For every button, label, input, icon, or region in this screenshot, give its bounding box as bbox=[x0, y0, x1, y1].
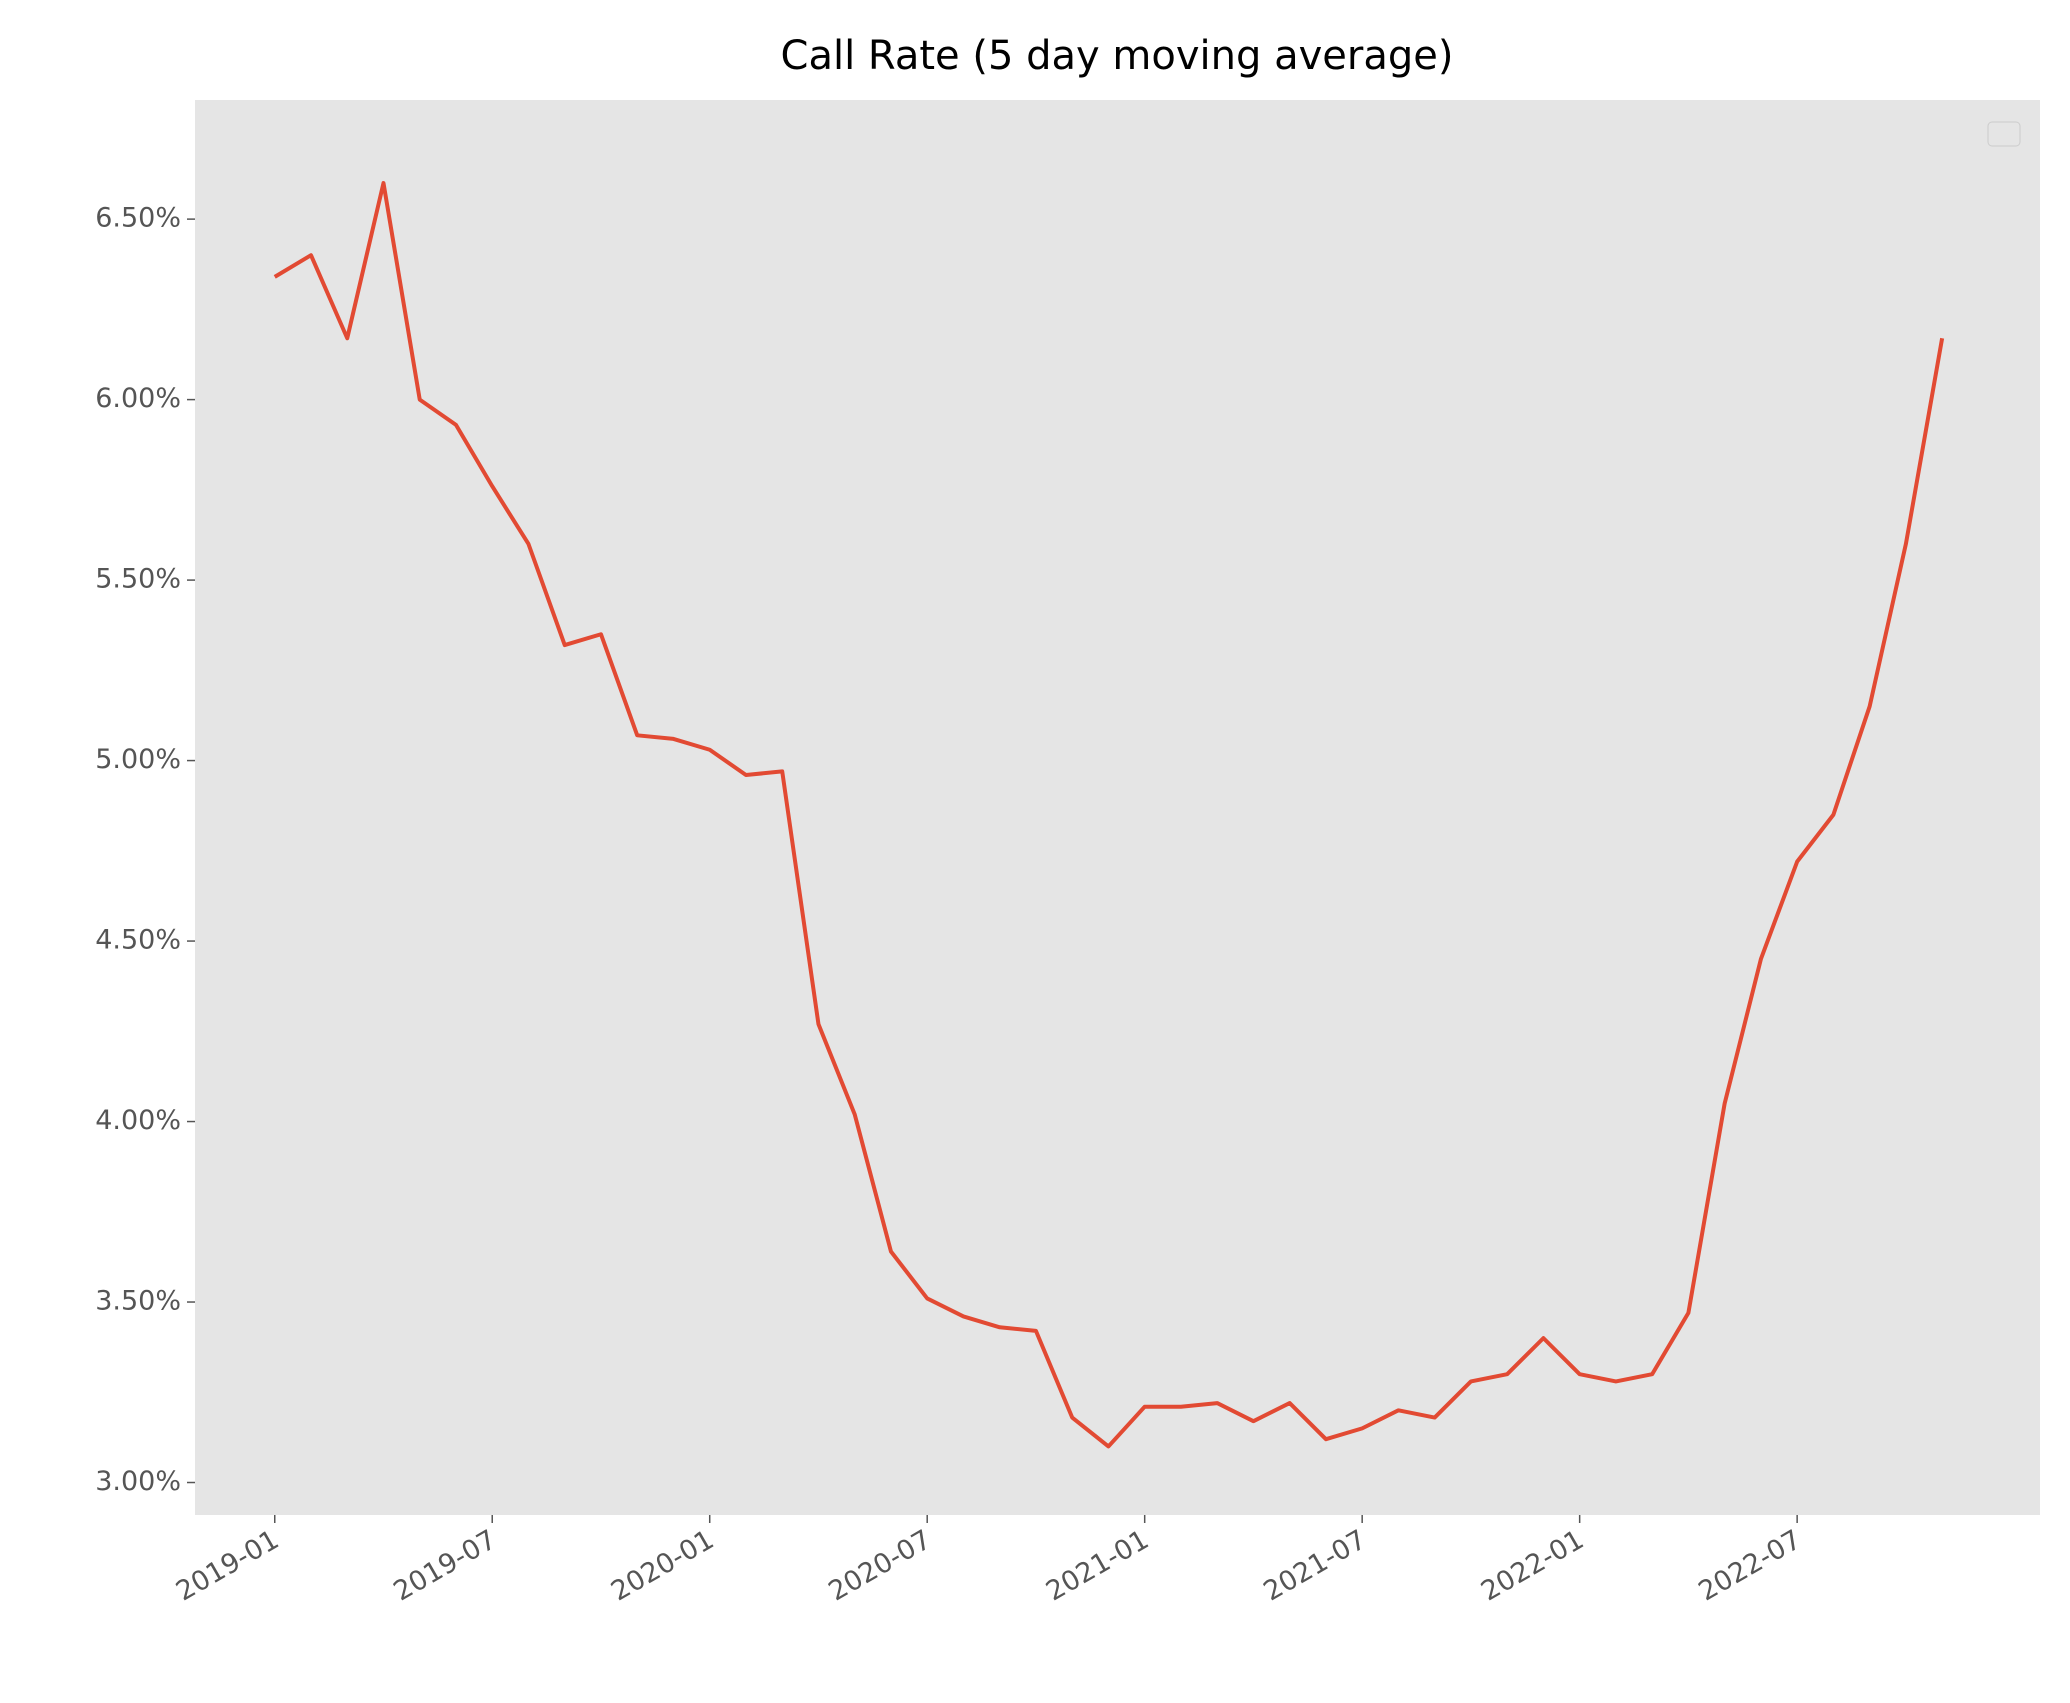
line bbox=[273, 181, 1945, 1449]
y-tick-label: 6.50% bbox=[95, 203, 181, 234]
x-tick-label: 2022-07 bbox=[1693, 1524, 1806, 1607]
y-tick-label: 6.00% bbox=[95, 383, 181, 414]
x-tick-label: 2021-07 bbox=[1258, 1524, 1371, 1607]
x-tick-label: 2019-01 bbox=[171, 1524, 284, 1607]
legend bbox=[1987, 121, 2021, 147]
x-tick-label: 2022-01 bbox=[1476, 1524, 1589, 1607]
x-tick-label: 2020-07 bbox=[824, 1524, 937, 1607]
x-tick-label: 2020-01 bbox=[606, 1524, 719, 1607]
chart-title: Call Rate (5 day moving average) bbox=[781, 33, 1454, 79]
y-tick-label: 5.50% bbox=[95, 564, 181, 595]
x-tick-label: 2021-01 bbox=[1041, 1524, 1154, 1607]
plot-area bbox=[195, 100, 2040, 1515]
y-tick-label: 5.00% bbox=[95, 744, 181, 775]
x-tick-label: 2019-07 bbox=[389, 1524, 502, 1607]
y-tick-label: 4.00% bbox=[95, 1105, 181, 1136]
y-tick-label: 3.00% bbox=[95, 1466, 181, 1497]
y-tick-label: 3.50% bbox=[95, 1286, 181, 1317]
y-tick-label: 4.50% bbox=[95, 925, 181, 956]
